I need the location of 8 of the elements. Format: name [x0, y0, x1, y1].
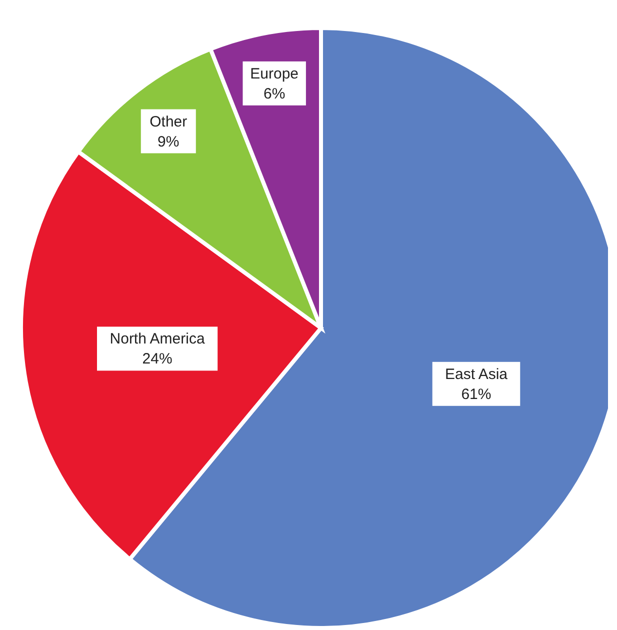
data-label: 24%	[142, 350, 172, 368]
slice-label: Other	[150, 113, 188, 130]
data-label: 61%	[461, 386, 492, 403]
data-label: 6%	[264, 85, 286, 102]
slice-label: North America	[110, 330, 206, 348]
slice-label: East Asia	[444, 366, 508, 383]
data-label: 9%	[158, 133, 180, 150]
slice-label: Europe	[250, 65, 299, 82]
